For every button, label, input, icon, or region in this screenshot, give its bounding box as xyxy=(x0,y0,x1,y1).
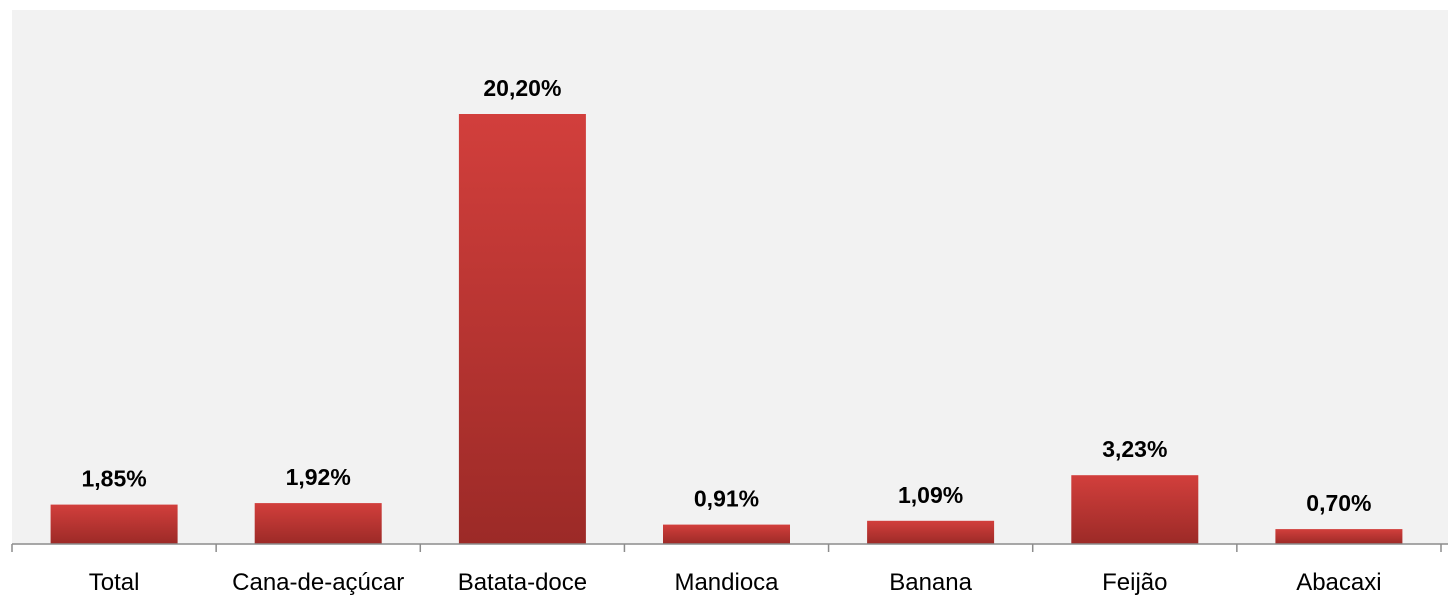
category-label-5: Feijão xyxy=(1102,569,1167,596)
bar-2 xyxy=(458,114,586,544)
bar-3 xyxy=(663,524,790,544)
bars-layer xyxy=(50,114,1403,544)
data-label-3: 0,91% xyxy=(694,486,759,512)
data-labels-layer: 1,85% 1,92% 20,20% 0,91% 1,09% 3,23% 0,70% xyxy=(81,75,1371,516)
data-label-2: 20,20% xyxy=(483,75,561,101)
data-label-6: 0,70% xyxy=(1306,490,1371,516)
category-label-6: Abacaxi xyxy=(1296,569,1381,596)
bar-4 xyxy=(867,520,995,544)
bar-0 xyxy=(50,504,178,544)
x-axis xyxy=(11,543,1448,552)
bar-6 xyxy=(1275,529,1403,544)
plot-area xyxy=(12,10,1448,544)
data-label-1: 1,92% xyxy=(286,464,351,490)
category-labels-layer: Total Cana-de-açúcar Batata-doce Mandioca Ba… xyxy=(89,569,1382,596)
category-label-3: Mandioca xyxy=(674,569,779,596)
bar-1 xyxy=(254,503,382,544)
category-label-4: Banana xyxy=(889,569,972,596)
category-label-1: Cana-de-açúcar xyxy=(232,569,404,596)
data-label-0: 1,85% xyxy=(81,466,146,492)
category-label-2: Batata-doce xyxy=(458,569,587,596)
data-label-4: 1,09% xyxy=(898,482,963,508)
bar-5 xyxy=(1071,475,1199,544)
category-label-0: Total xyxy=(89,569,140,596)
data-label-5: 3,23% xyxy=(1102,436,1167,462)
